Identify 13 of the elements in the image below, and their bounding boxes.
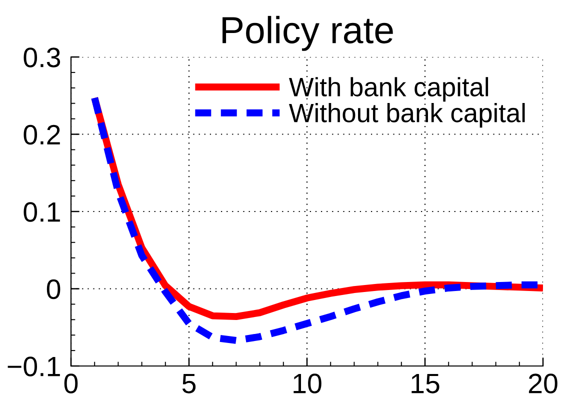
x-tick-label: 0 xyxy=(64,374,78,394)
y-tick-label: 0 xyxy=(46,279,60,300)
y-tick-label: −0.1 xyxy=(8,356,60,376)
chart-title: Policy rate xyxy=(222,16,393,51)
x-tick-label: 5 xyxy=(182,374,196,394)
x-tick-label: 10 xyxy=(294,374,322,394)
legend-label: With bank capital xyxy=(288,77,488,102)
x-tick-label: 20 xyxy=(528,374,558,394)
y-tick-label: 0.2 xyxy=(24,124,60,145)
y-tick-label: 0.1 xyxy=(24,202,60,222)
legend-label: Without bank capital xyxy=(288,103,525,128)
y-tick-label: 0.3 xyxy=(24,48,60,68)
x-tick-label: 15 xyxy=(412,374,440,394)
